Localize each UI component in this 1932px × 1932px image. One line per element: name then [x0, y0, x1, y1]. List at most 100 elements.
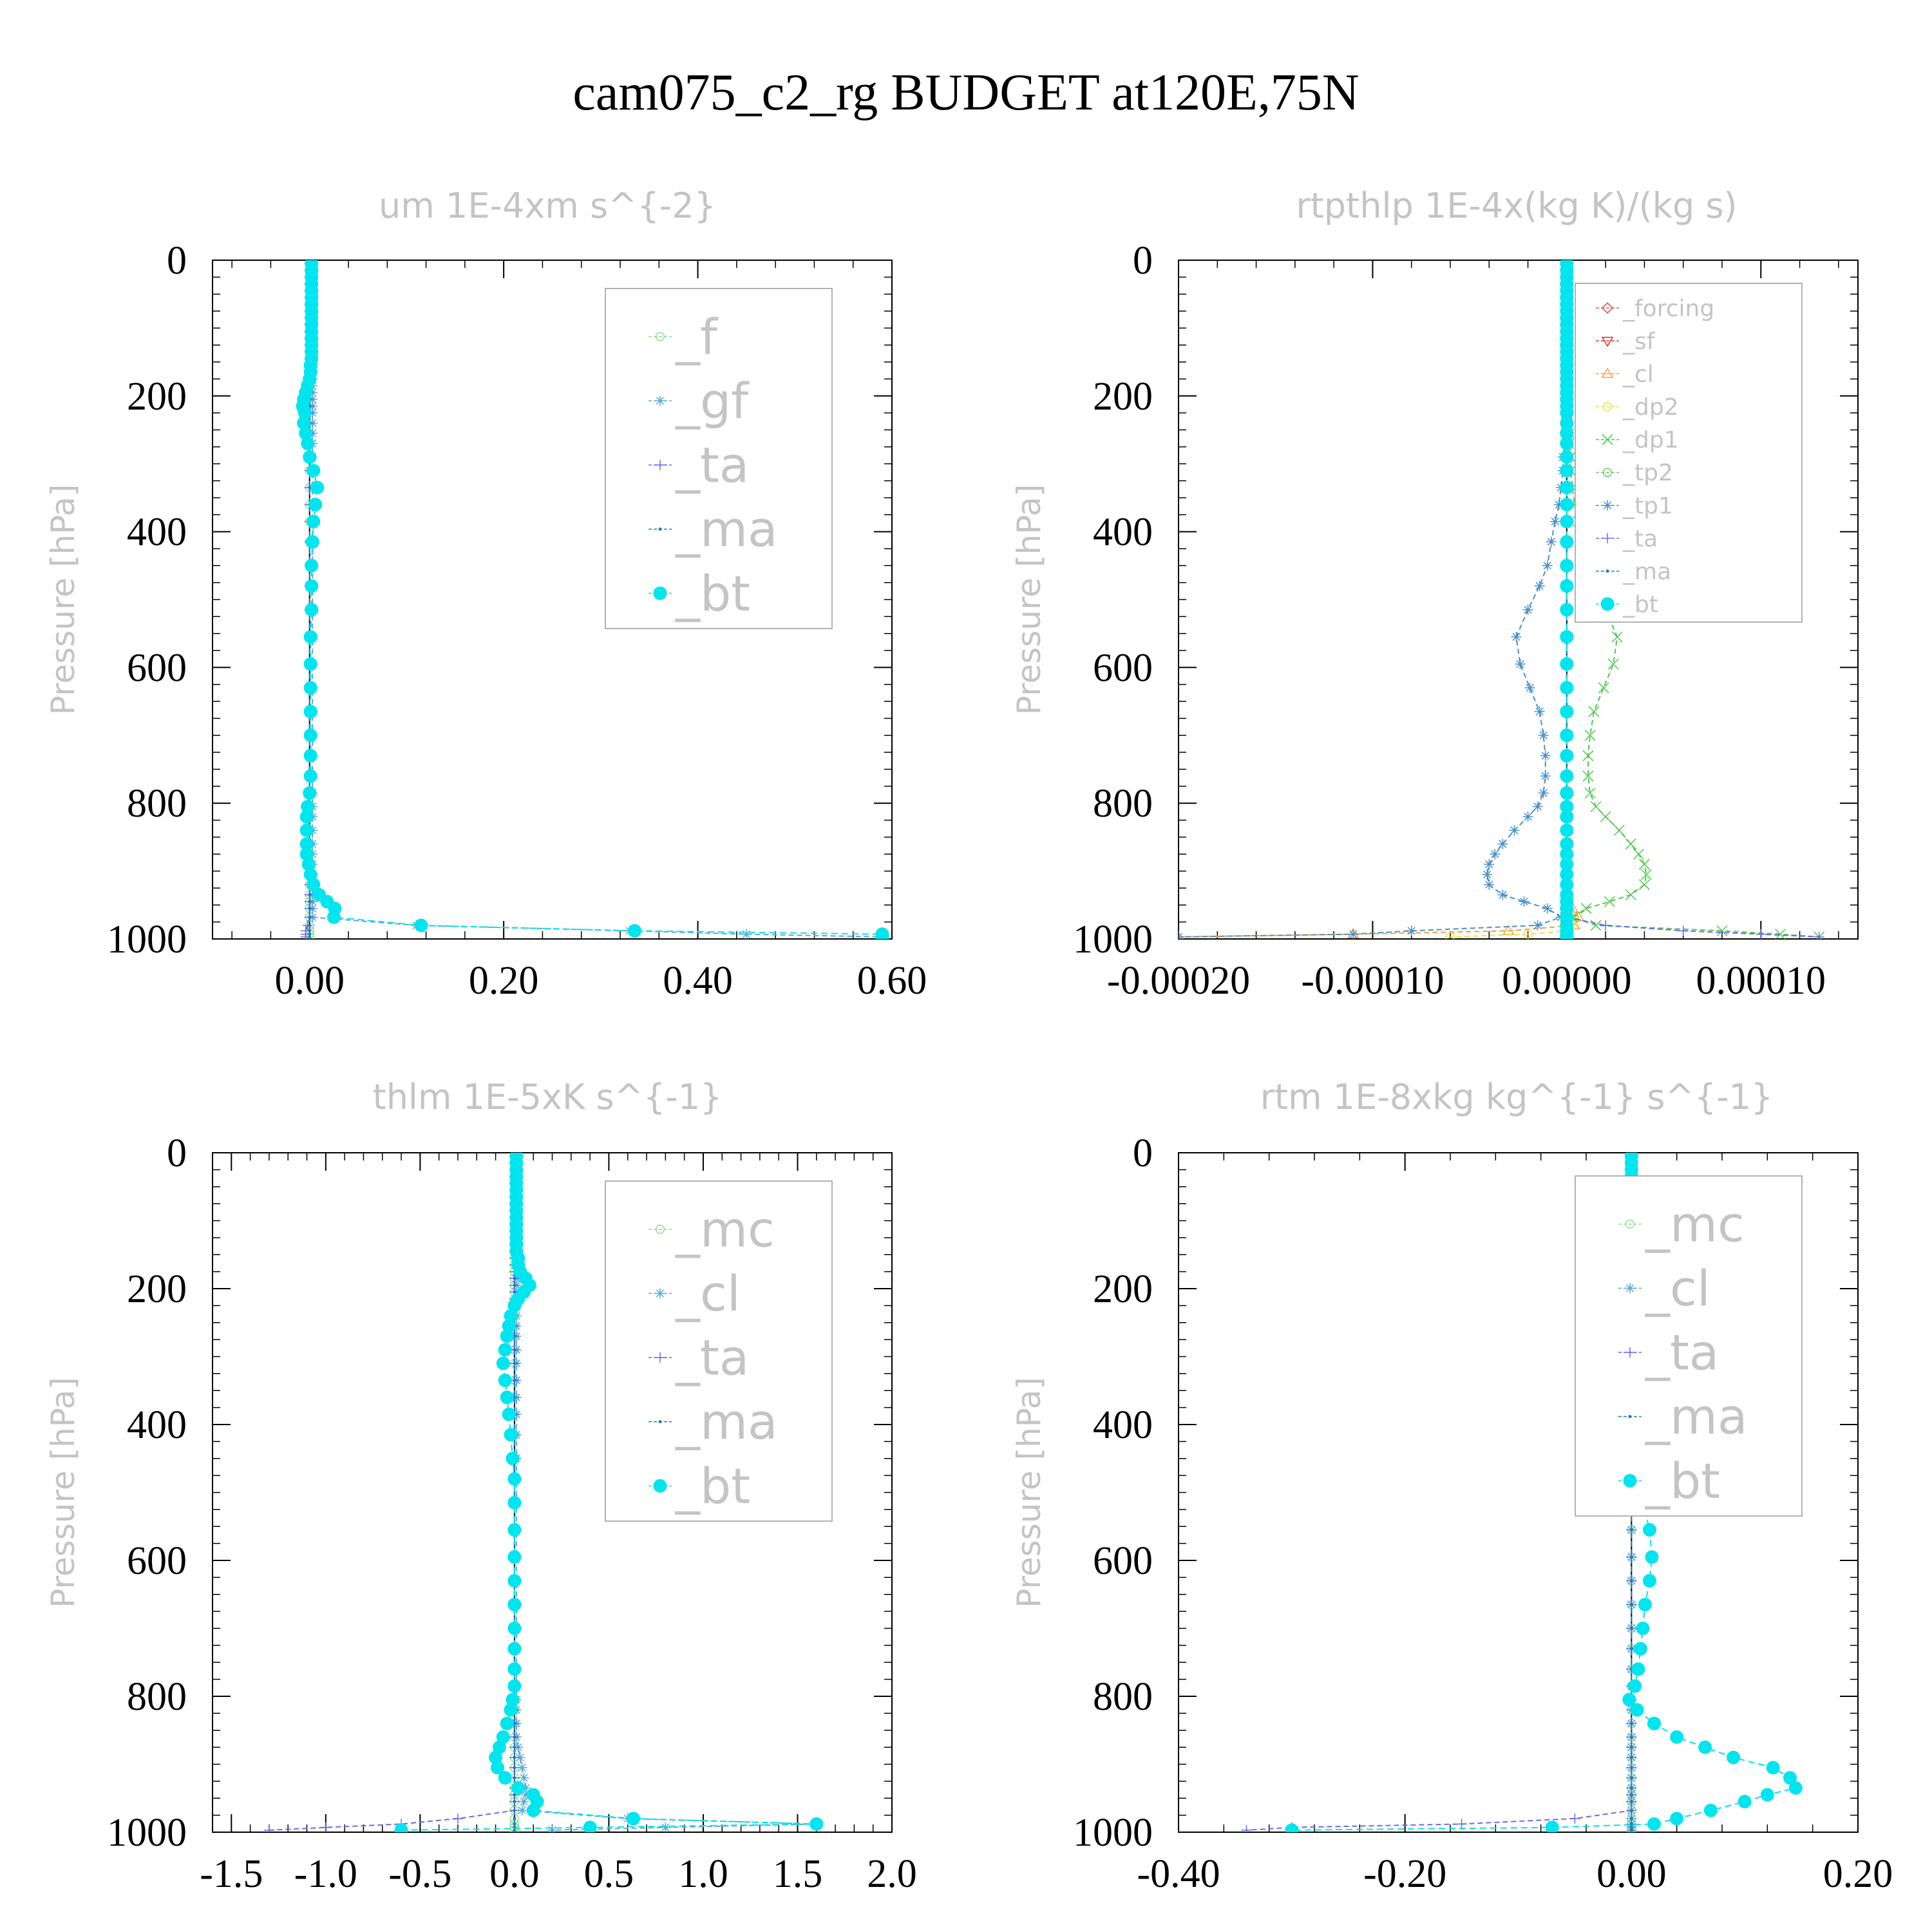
x-tick-label: 0.00000: [1502, 959, 1632, 1003]
data-point: [507, 1622, 522, 1635]
data-point: [1629, 1627, 1633, 1630]
data-point: [307, 878, 321, 892]
data-point: [1588, 706, 1600, 717]
legend-marker: [658, 1420, 662, 1424]
legend-label: _cl: [675, 1265, 741, 1322]
series-line: [1179, 263, 1580, 938]
y-tick-label: 600: [127, 646, 187, 690]
data-point: [305, 579, 319, 593]
data-point: [518, 1772, 529, 1783]
data-point: [414, 918, 428, 933]
data-point: [305, 603, 319, 617]
data-point: [1629, 1735, 1633, 1739]
data-point: [1406, 925, 1417, 936]
data-point: [1538, 730, 1549, 741]
data-point: [1582, 750, 1594, 761]
data-point: [1600, 920, 1611, 931]
legend-marker: [1628, 1415, 1632, 1419]
y-tick-label: 1000: [1073, 1811, 1153, 1855]
data-point: [513, 1800, 516, 1804]
data-point: [1629, 1822, 1633, 1826]
legend-marker: [655, 1224, 665, 1234]
x-tick-label: 0.5: [584, 1852, 634, 1896]
data-point: [1584, 730, 1596, 741]
x-tick-label: 0.0: [489, 1852, 540, 1896]
data-point: [547, 1824, 558, 1832]
data-point: [496, 1356, 510, 1370]
data-point: [452, 1813, 463, 1824]
data-point: [1560, 705, 1574, 719]
legend-label: _ta: [675, 437, 749, 494]
x-tick-label: -1.0: [294, 1852, 357, 1896]
legend-label: _bt: [675, 1457, 750, 1515]
legend-marker: [655, 1288, 665, 1299]
data-point: [1716, 925, 1728, 936]
data-point: [1560, 810, 1574, 824]
data-point: [583, 1821, 597, 1832]
series-markers: [1179, 260, 1585, 939]
data-point: [1638, 858, 1650, 870]
chart-panel: thlm 1E-5xK s^{-1} Pressure [hPa] 0 200 400 6…: [44, 1077, 917, 1896]
data-point: [1629, 1579, 1633, 1583]
y-tick-label: 400: [1093, 1403, 1153, 1447]
data-point: [1560, 786, 1574, 800]
data-point: [308, 497, 323, 511]
data-point: [1545, 1821, 1559, 1832]
data-point: [1629, 1800, 1633, 1804]
data-point: [303, 630, 317, 644]
y-tick-label: 400: [127, 1403, 187, 1447]
x-tick-label: -0.5: [388, 1852, 451, 1896]
data-point: [1670, 1730, 1684, 1744]
legend: _forcing _sf _cl _dp2 _dp1 _tp2 _tp1 _ta _ma _bt: [1575, 283, 1803, 623]
legend-marker: [1602, 500, 1613, 511]
data-point: [1629, 1603, 1633, 1607]
data-point: [1633, 848, 1644, 860]
data-point: [303, 657, 317, 671]
x-tick-label: 0.20: [1823, 1852, 1893, 1896]
data-point: [1445, 932, 1455, 939]
data-point: [1540, 771, 1551, 782]
data-point: [507, 1679, 522, 1693]
data-point: [1179, 931, 1184, 939]
data-point: [513, 1817, 516, 1821]
data-point: [1497, 889, 1508, 900]
y-tick-label: 600: [1093, 1539, 1153, 1583]
data-point: [491, 1761, 505, 1775]
data-point: [1629, 1528, 1633, 1532]
data-point: [1645, 1550, 1659, 1564]
legend-marker: [1605, 569, 1609, 573]
data-point: [1456, 1819, 1467, 1830]
data-point: [1523, 929, 1533, 939]
data-point: [310, 480, 325, 495]
data-point: [1515, 659, 1526, 670]
data-point: [500, 1390, 514, 1405]
series-markers: [394, 1153, 824, 1832]
data-point: [263, 1824, 274, 1832]
data-point: [500, 1329, 514, 1343]
data-point: [1534, 580, 1545, 591]
data-point: [1519, 896, 1530, 907]
data-point: [1553, 499, 1564, 510]
legend: _mc _cl _ta _ma _bt: [1575, 1175, 1803, 1517]
data-point: [513, 1396, 516, 1399]
data-point: [305, 535, 319, 549]
chart-panel: um 1E-4xm s^{-2} Pressure [hPa] 0 200 400 600…: [44, 185, 927, 1003]
data-point: [1560, 558, 1574, 573]
legend-marker: [1625, 1347, 1635, 1358]
y-tick-label: 1000: [1073, 918, 1153, 961]
legend-label: _bt: [1645, 1452, 1720, 1510]
data-point: [1560, 823, 1574, 837]
data-point: [1629, 1828, 1633, 1832]
data-point: [507, 1523, 522, 1537]
x-tick-label: 1.5: [773, 1852, 823, 1896]
data-point: [1598, 682, 1609, 694]
data-point: [1560, 930, 1574, 939]
data-point: [1766, 1761, 1780, 1775]
data-point: [1642, 1523, 1656, 1537]
panel-title: rtpthlp 1E-4x(kg K)/(kg s): [1296, 185, 1737, 226]
data-point: [513, 1283, 516, 1287]
legend-label: _dp2: [1622, 394, 1679, 421]
data-point: [507, 1472, 522, 1486]
data-point: [1636, 1622, 1650, 1635]
data-point: [498, 1373, 512, 1387]
